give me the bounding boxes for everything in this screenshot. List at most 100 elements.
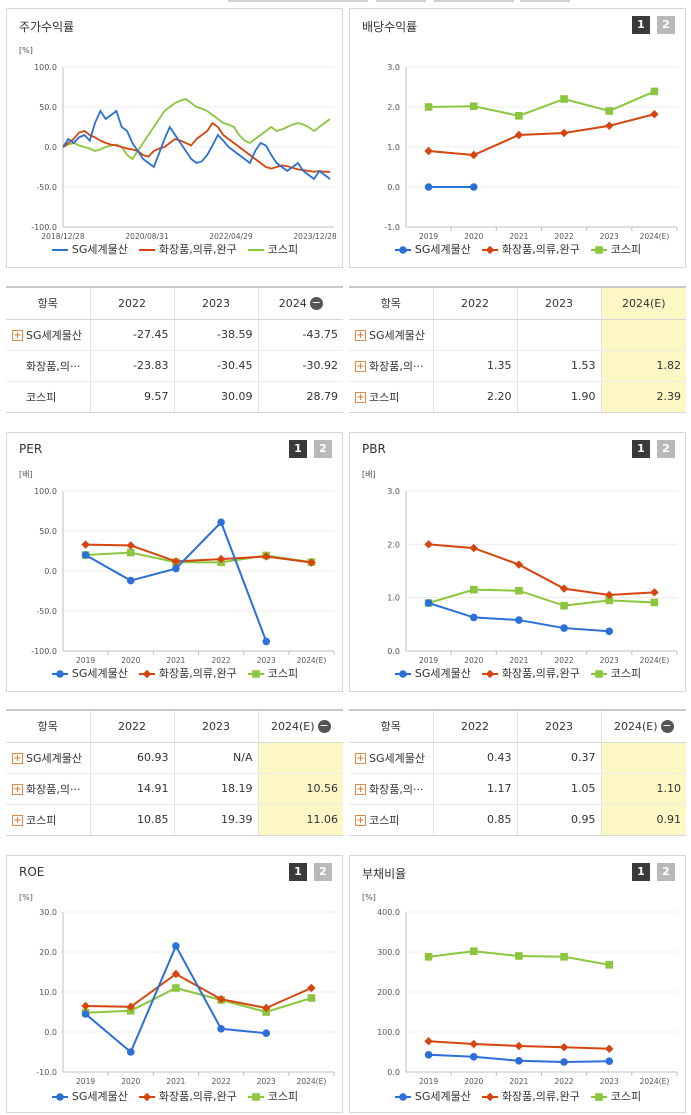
- expand-plus-icon[interactable]: +: [12, 330, 23, 341]
- legend-item-cosmetics[interactable]: 화장품,의류,완구: [138, 665, 237, 681]
- table-cell: 10.56: [257, 773, 343, 805]
- y-unit-label: [%]: [19, 893, 33, 902]
- legend-item-sg[interactable]: SG세계물산: [394, 1088, 471, 1104]
- legend-label: 코스피: [267, 667, 299, 680]
- legend-item-cosmetics[interactable]: 화장품,의류,완구: [481, 1088, 580, 1104]
- expand-plus-icon[interactable]: +: [355, 753, 366, 764]
- pbr-chart-panel: PBR 1 2 [배] 3.0 2.0 1.0 0.0 2019 2020 2021 2022 2…: [349, 432, 686, 692]
- legend-symbol: [251, 670, 260, 678]
- x-tick-label: 2023: [257, 1077, 276, 1086]
- table-row: + SG세계물산 -27.45 -38.59 -43.75: [6, 319, 343, 351]
- view-2-button[interactable]: 2: [657, 863, 675, 881]
- legend-item-sg[interactable]: SG세계물산: [51, 665, 128, 681]
- panel-title: PBR: [362, 442, 386, 456]
- table-cell: 19.39: [173, 804, 258, 835]
- legend-item-kospi[interactable]: 코스피: [247, 241, 298, 257]
- legend-marker-cosmetics: [481, 1092, 498, 1102]
- view-1-button[interactable]: 1: [632, 440, 650, 458]
- y-unit-label: [배]: [362, 470, 376, 479]
- x-tick-label: 2023: [600, 232, 619, 241]
- view-2-button[interactable]: 2: [657, 16, 675, 34]
- table-cell: 1.90: [516, 381, 601, 412]
- legend-item-kospi[interactable]: 코스피: [590, 1088, 641, 1104]
- legend-item-cosmetics[interactable]: 화장품,의류,완구: [481, 665, 580, 681]
- view-1-button[interactable]: 1: [289, 863, 307, 881]
- legend-item-sg[interactable]: SG세계물산: [394, 665, 471, 681]
- row-label: 코스피: [369, 390, 400, 404]
- legend-item-sg[interactable]: SG세계물산: [394, 241, 471, 257]
- legend-label: 코스피: [610, 1090, 642, 1103]
- expand-plus-icon[interactable]: +: [355, 815, 366, 827]
- series-line-sg: [85, 520, 268, 642]
- x-tick-label: 2019: [419, 656, 438, 665]
- per-table: 항목 2022 2023 2024(E) − + SG세계물산 60.93 N/A …: [6, 709, 343, 836]
- view-2-button[interactable]: 2: [657, 440, 675, 458]
- table-cell: 30.09: [173, 381, 258, 412]
- legend-label: SG세계물산: [71, 243, 128, 256]
- legend-marker-sg: [394, 246, 411, 254]
- collapse-icon[interactable]: −: [317, 719, 331, 733]
- legend-marker-kospi: [590, 670, 607, 678]
- row-label-cell: + SG세계물산: [6, 319, 90, 351]
- data-point-sg: [469, 613, 478, 622]
- view-2-button[interactable]: 2: [314, 440, 332, 458]
- legend-symbol: [56, 1093, 64, 1101]
- expand-plus-icon[interactable]: +: [355, 784, 366, 795]
- legend-item-kospi[interactable]: 코스피: [590, 665, 641, 681]
- view-1-button[interactable]: 1: [632, 863, 650, 881]
- x-tick-label: 2021: [166, 656, 185, 665]
- expand-plus-icon[interactable]: +: [12, 753, 23, 764]
- top-strip: [520, 0, 570, 2]
- legend-item-cosmetics[interactable]: 화장품,의류,완구: [481, 241, 580, 257]
- table-cell: 18.19: [173, 773, 258, 805]
- x-tick-label: 2020: [121, 1077, 140, 1086]
- expand-plus-icon[interactable]: +: [12, 784, 23, 795]
- legend-item-cosmetics[interactable]: 화장품,의류,완구: [138, 1088, 237, 1104]
- y-tick-label: 300.0: [377, 948, 400, 957]
- x-tick-label: 2021: [509, 232, 528, 241]
- view-2-button[interactable]: 2: [314, 863, 332, 881]
- legend-item-kospi[interactable]: 코스피: [590, 241, 641, 257]
- legend-item-kospi[interactable]: 코스피: [247, 1088, 298, 1104]
- collapse-icon[interactable]: −: [309, 296, 323, 310]
- data-point-cosmetics: [307, 983, 316, 993]
- x-tick-label: 2020: [464, 1077, 483, 1086]
- collapse-icon[interactable]: −: [660, 719, 674, 733]
- data-point-cosmetics: [514, 560, 524, 569]
- expand-plus-icon[interactable]: +: [355, 330, 366, 341]
- row-label-cell: + SG세계물산: [6, 742, 90, 774]
- data-point-kospi: [424, 953, 433, 961]
- row-label-cell: + 코스피: [349, 804, 433, 835]
- legend-item-sg[interactable]: SG세계물산: [51, 241, 128, 257]
- column-header: 2022: [432, 288, 517, 320]
- data-point-cosmetics: [469, 543, 478, 553]
- legend-item-sg[interactable]: SG세계물산: [51, 1088, 128, 1104]
- x-tick-label: 2023: [257, 656, 276, 665]
- column-header: 2024(E): [600, 288, 686, 320]
- legend-item-cosmetics[interactable]: 화장품,의류,완구: [138, 241, 237, 257]
- view-1-button[interactable]: 1: [289, 440, 307, 458]
- table-row: + 화장품,의··· 14.91 18.19 10.56: [6, 773, 343, 805]
- legend-item-kospi[interactable]: 코스피: [247, 665, 298, 681]
- view-1-button[interactable]: 1: [632, 16, 650, 34]
- series-line-cosmetics: [428, 543, 655, 597]
- table-row: + 코스피 10.85 19.39 11.06: [6, 804, 343, 835]
- data-point-sg: [605, 627, 614, 636]
- data-point-cosmetics: [469, 150, 478, 160]
- y-tick-label: 10.0: [39, 988, 57, 997]
- row-label: SG세계물산: [369, 751, 425, 765]
- table-cell: [257, 742, 343, 774]
- data-point-sg: [262, 1029, 271, 1037]
- data-point-sg: [424, 1051, 433, 1059]
- series-line-kospi: [85, 986, 312, 1014]
- chart-legend: SG세계물산 화장품,의류,완구 코스피: [7, 241, 342, 257]
- expand-plus-icon[interactable]: +: [355, 392, 366, 404]
- expand-plus-icon[interactable]: +: [355, 361, 366, 372]
- data-point-sg: [217, 518, 225, 527]
- legend-label: SG세계물산: [71, 1090, 128, 1103]
- table-cell: -23.83: [89, 350, 174, 382]
- table-cell: -38.59: [173, 319, 258, 351]
- expand-plus-icon[interactable]: +: [12, 815, 23, 827]
- row-label-cell: 코스피: [6, 381, 90, 412]
- data-point-kospi: [650, 87, 659, 96]
